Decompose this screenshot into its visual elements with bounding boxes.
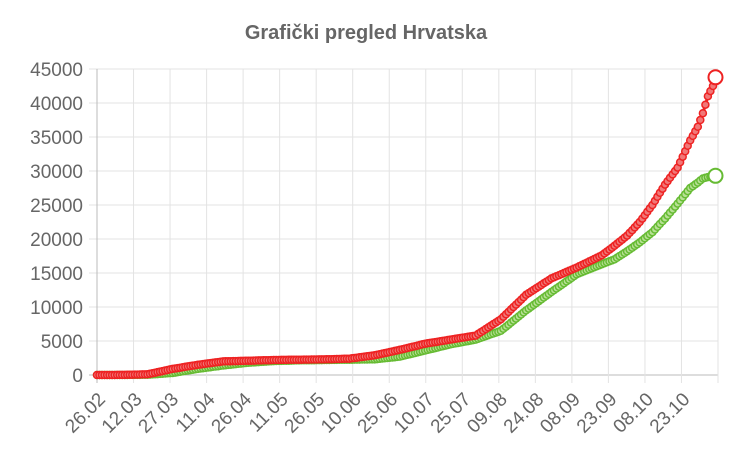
x-tick-label: 26.05 [281, 389, 329, 437]
x-tick-label: 10.07 [390, 389, 438, 437]
series-point [701, 100, 710, 109]
series-point [698, 108, 708, 118]
x-tick-label: 08.10 [609, 389, 657, 437]
series-point [696, 115, 705, 125]
y-tick-label: 5000 [41, 332, 83, 353]
y-tick-label: 30000 [30, 162, 83, 183]
chart-title: Grafički pregled Hrvatska [244, 22, 488, 44]
y-tick-label: 25000 [30, 196, 83, 217]
x-tick-label: 23.09 [573, 389, 621, 437]
y-tick-label: 45000 [30, 60, 83, 81]
series-last-point [707, 69, 724, 86]
x-tick-label: 26.02 [61, 389, 109, 437]
series-point [693, 122, 703, 132]
x-tick-label: 11.04 [172, 389, 220, 437]
y-tick-label: 10000 [30, 298, 83, 319]
x-tick-label: 12.03 [98, 389, 146, 437]
x-tick-label: 24.08 [500, 389, 548, 437]
x-tick-label: 10.06 [317, 389, 365, 437]
y-tick-label: 35000 [30, 128, 83, 149]
y-tick-label: 40000 [30, 94, 83, 115]
x-tick-label: 27.03 [135, 389, 183, 437]
y-tick-label: 15000 [30, 264, 83, 285]
x-tick-label: 25.07 [427, 389, 475, 437]
x-tick-label: 26.04 [208, 389, 257, 438]
y-tick-label: 0 [72, 366, 83, 387]
series-last-point [707, 167, 724, 184]
x-tick-label: 25.06 [354, 389, 402, 437]
x-tick-label: 11.05 [245, 389, 292, 436]
y-tick-label: 20000 [30, 230, 83, 251]
x-tick-label: 09.08 [463, 389, 511, 437]
series-line [97, 76, 717, 377]
x-tick-label: 08.09 [536, 389, 584, 437]
x-tick-label: 23.10 [646, 389, 694, 437]
